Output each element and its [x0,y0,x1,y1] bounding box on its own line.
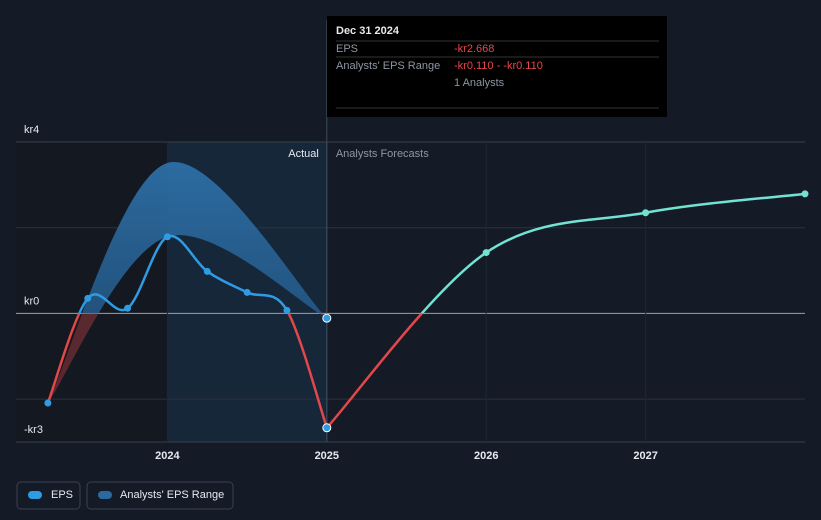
tooltip: Dec 31 2024 EPS -kr2.668 Analysts' EPS R… [327,16,667,117]
forecast-point [642,209,650,217]
forecast-point [801,190,809,198]
tooltip-value: -kr2.668 [454,43,494,55]
forecast-point [482,249,490,257]
tooltip-date: Dec 31 2024 [336,25,400,37]
x-tick-label: 2026 [474,450,498,462]
eps-point [124,304,132,312]
tooltip-label: Analysts' EPS Range [336,60,440,72]
actual-label: Actual [288,148,319,160]
eps-point [44,399,52,407]
y-tick-label: -kr3 [24,424,43,436]
forecast-label: Analysts Forecasts [336,148,429,160]
x-tick-label: 2025 [315,450,339,462]
x-tick-label: 2027 [633,450,657,462]
y-tick-label: kr0 [24,295,39,307]
tooltip-label: EPS [336,43,358,55]
tooltip-value: -kr0.110 - -kr0.110 [454,60,543,72]
legend-item[interactable] [86,481,234,510]
eps-point [322,423,332,433]
eps-point [163,233,171,241]
legend-icon [98,491,112,499]
range-area [82,162,323,314]
eps-point [84,294,92,302]
y-tick-label: kr4 [24,124,39,136]
eps-point [283,306,291,314]
legend-item[interactable] [16,481,81,510]
eps-point [243,288,251,296]
legend-icon [28,491,42,499]
line-negative [325,313,424,429]
x-tick-label: 2024 [155,450,180,462]
tooltip-note: 1 Analysts [454,77,505,89]
eps-point [203,267,211,275]
legend-label: EPS [51,489,73,501]
line [420,192,806,314]
legend-label: Analysts' EPS Range [120,489,224,501]
tooltip-box [327,16,667,117]
range-point [322,313,332,323]
